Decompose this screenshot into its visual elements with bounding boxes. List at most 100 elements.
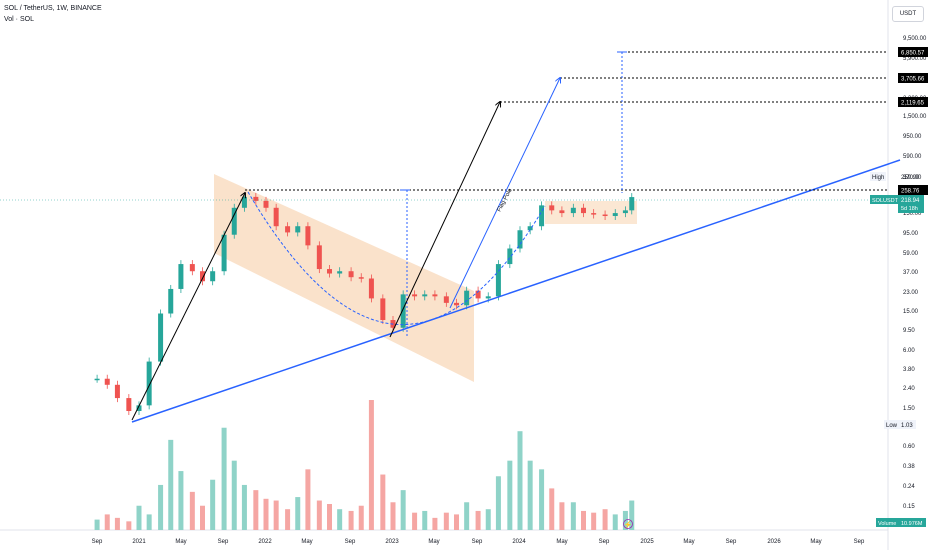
volume-bar — [231, 460, 237, 530]
current-price-tag — [898, 195, 924, 213]
symbol-label: SOLUSDT — [872, 198, 899, 204]
volume-bar — [422, 510, 428, 530]
arrow-black-2023 — [389, 102, 500, 338]
volume-label: Volume — [878, 521, 896, 527]
time-tick-label: May — [810, 539, 821, 545]
volume-bar — [464, 502, 470, 530]
candle — [348, 271, 354, 278]
level-tag — [898, 185, 928, 195]
candle — [559, 210, 565, 214]
time-tick-label: 2024 — [512, 539, 526, 545]
candle — [189, 264, 195, 272]
candle — [126, 398, 132, 412]
candle — [612, 213, 618, 217]
price-tick-label: 950.00 — [903, 134, 922, 140]
volume-bar — [104, 514, 110, 530]
volume-bar — [380, 474, 386, 530]
volume-bar — [368, 400, 374, 530]
volume-bar — [390, 502, 396, 530]
volume-bar — [253, 490, 259, 530]
time-tick-label: Sep — [854, 539, 865, 545]
level-tag-text: 6,850.57 — [901, 51, 925, 57]
volume-bar — [559, 502, 565, 530]
volume-indicator-label[interactable]: Vol · SOL — [4, 16, 34, 23]
price-tick-label: 6.00 — [903, 348, 915, 354]
candle — [485, 296, 491, 299]
level-tag-text: 258.76 — [901, 189, 920, 195]
volume-bar — [305, 469, 311, 530]
candle — [454, 302, 459, 306]
volume-bar — [136, 505, 142, 530]
price-tick-label: 9,500.00 — [903, 36, 927, 42]
level-tag — [898, 97, 928, 107]
volume-bar — [263, 498, 269, 530]
candle — [253, 196, 259, 201]
candle — [263, 200, 269, 208]
candle — [168, 288, 174, 314]
high-tag — [870, 172, 886, 181]
candle — [629, 197, 635, 211]
time-tick-label: Sep — [345, 539, 356, 545]
candle — [517, 230, 523, 249]
candle — [285, 226, 291, 233]
symbol-tag — [870, 195, 898, 204]
candlesticks — [94, 192, 635, 416]
volume-bar — [295, 497, 301, 530]
high-value: 259.90 — [901, 175, 920, 181]
chart-title: SOL / TetherUS, 1W, BINANCE — [4, 5, 102, 12]
time-tick-label: May — [175, 539, 186, 545]
price-tick-label: 5,900.00 — [903, 56, 927, 62]
time-axis: Sep 2021 May Sep 2022 May Sep 2023 May Sep 2024 May… — [92, 539, 865, 545]
price-tick-label: 0.15 — [903, 504, 915, 510]
volume-bar — [285, 509, 291, 530]
time-tick-label: Sep — [472, 539, 483, 545]
ascending-trendline — [131, 159, 901, 423]
price-tick-label: 1.50 — [903, 406, 915, 412]
volume-bar — [200, 505, 205, 530]
time-tick-label: 2025 — [640, 539, 654, 545]
consolidation-box — [545, 201, 637, 224]
time-tick-label: May — [301, 539, 312, 545]
currency-button[interactable]: USDT — [892, 6, 924, 22]
level-tag — [898, 73, 928, 83]
volume-bar — [475, 510, 481, 530]
price-tick-label: 150.00 — [903, 211, 922, 217]
level-tag-text: 2,119.65 — [901, 101, 925, 107]
price-tick-label: 9.50 — [903, 328, 915, 334]
price-tick-label: 370.00 — [903, 175, 922, 181]
candle — [146, 361, 152, 406]
candle — [495, 264, 501, 297]
candle — [380, 298, 386, 321]
volume-bar — [337, 509, 343, 530]
candle — [539, 205, 545, 227]
price-tick-label: 2.40 — [903, 386, 915, 392]
current-price: 218.94 — [901, 198, 920, 204]
volume-bar — [168, 439, 174, 530]
volume-bar — [570, 502, 576, 530]
price-tick-label: 1,500.00 — [903, 114, 927, 120]
volume-bar — [495, 476, 501, 530]
time-tick-label: May — [556, 539, 567, 545]
candle — [231, 207, 237, 235]
candle — [273, 207, 279, 227]
time-tick-label: 2026 — [767, 539, 781, 545]
volume-bar — [178, 471, 184, 530]
price-tick-label: 0.38 — [903, 464, 915, 470]
low-value-tag — [898, 420, 916, 429]
arrow-black-2021 — [131, 193, 245, 421]
low-tag — [884, 420, 898, 429]
candle — [622, 210, 628, 214]
volume-bar — [412, 512, 418, 530]
volume-bar — [507, 460, 513, 530]
volume-bar — [443, 512, 449, 530]
volume-bar — [273, 500, 279, 530]
candle — [295, 226, 301, 233]
sol-indicator-icon[interactable]: ⚡ — [624, 520, 633, 529]
candle — [549, 205, 555, 211]
candle — [443, 296, 449, 303]
candle — [475, 290, 481, 299]
candle — [581, 207, 586, 214]
volume-bar — [241, 484, 247, 530]
volume-bar — [221, 427, 227, 530]
